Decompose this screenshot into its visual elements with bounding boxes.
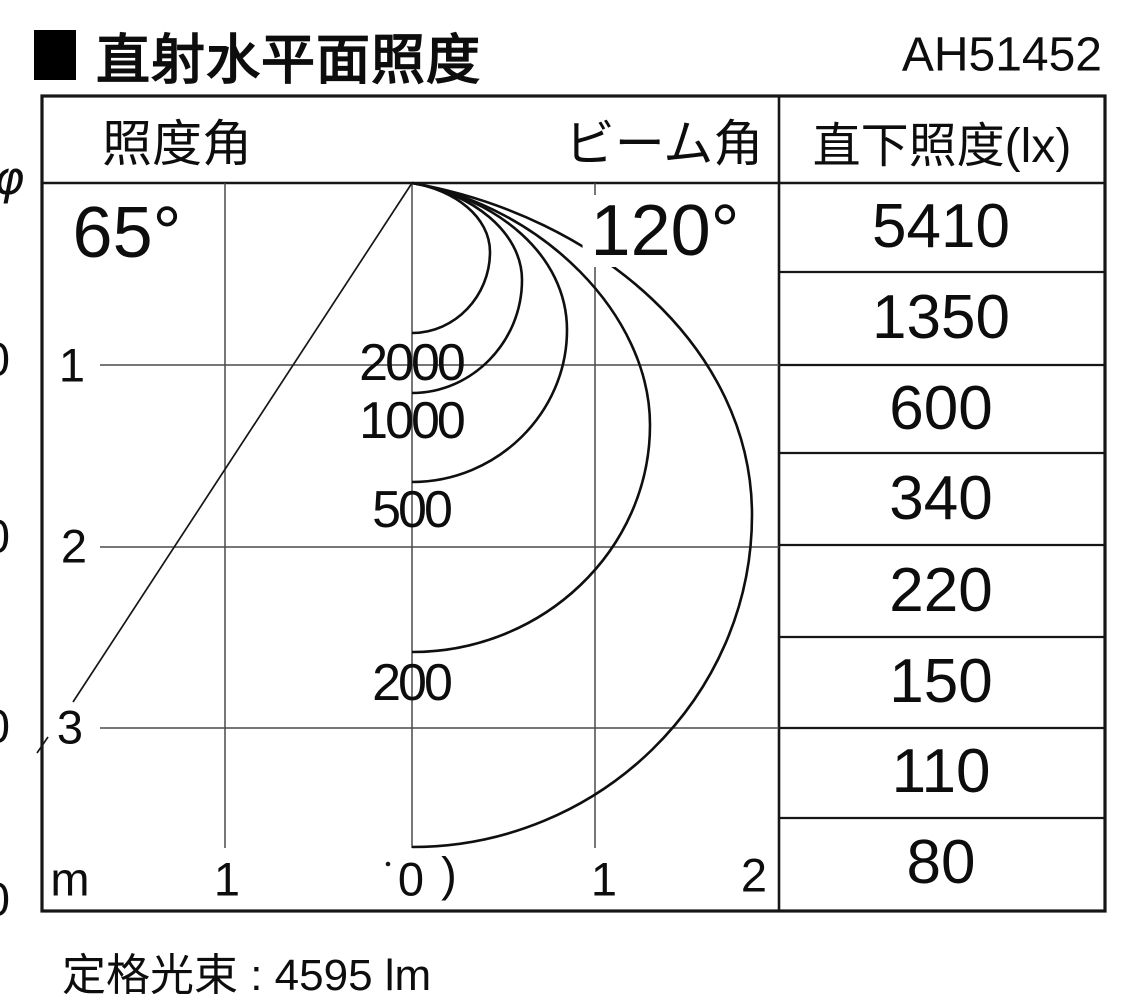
curve-tip-fragment: )	[441, 847, 457, 901]
beam-angle-header: ビーム角	[564, 116, 764, 172]
table-row: 1350	[872, 283, 1010, 352]
x-axis-label-right-2: 2	[740, 848, 768, 902]
curve-label-500: 500	[372, 481, 453, 539]
illuminance-angle-line	[72, 182, 413, 703]
isolux-curves	[411, 181, 754, 849]
edge-zero-fragment-1: 0	[0, 336, 10, 383]
product-code: AH51452	[901, 28, 1102, 82]
illuminance-angle-header: 照度角	[102, 116, 252, 172]
table-header: 直下照度(lx)	[812, 120, 1072, 173]
table-row-dividers	[779, 270, 1105, 820]
curve-label-1000: 1000	[359, 392, 466, 450]
title-square-icon	[34, 30, 76, 80]
edge-zero-fragment-2: 0	[0, 513, 10, 560]
isolux-curve-1000	[411, 181, 524, 395]
vertical-gridlines	[224, 183, 596, 848]
illuminance-angle-value: 65°	[64, 197, 190, 269]
table-row: 80	[906, 828, 976, 897]
axis-end-dot	[385, 861, 391, 867]
edge-zero-fragment-3: 0	[0, 703, 10, 750]
table-row: 150	[889, 647, 993, 716]
chart-frame	[40, 94, 1107, 913]
edge-phi-symbol: φ	[0, 151, 24, 205]
x-axis-label-right-1: 1	[590, 852, 618, 906]
isolux-curve-500	[411, 181, 569, 484]
curve-label-200: 200	[372, 654, 453, 712]
isolux-curve-200	[411, 181, 652, 654]
x-axis-label-left-1: 1	[213, 852, 241, 906]
left-border-tick	[36, 736, 49, 754]
curve-label-2000: 2000	[359, 334, 466, 392]
table-row: 220	[889, 556, 993, 625]
x-axis-unit: m	[50, 852, 90, 906]
page-title: 直射水平面照度	[96, 30, 481, 91]
y-axis-label-3m: 3	[56, 700, 84, 754]
y-axis-label-1m: 1	[58, 338, 86, 392]
isolux-curve-outer	[411, 181, 754, 849]
y-axis-label-2m: 2	[60, 519, 88, 573]
edge-zero-fragment-4: 0	[0, 876, 10, 923]
x-axis-label-0: 0	[397, 852, 425, 906]
table-row: 110	[891, 737, 991, 806]
table-row: 600	[889, 374, 993, 443]
isolux-curve-2000	[411, 181, 492, 335]
beam-angle-value: 120°	[582, 195, 748, 267]
rated-flux-text: 定格光束 : 4595 lm	[62, 951, 432, 1000]
table-row: 340	[889, 464, 993, 533]
horizontal-gridlines	[100, 364, 779, 729]
table-row: 5410	[872, 192, 1010, 261]
